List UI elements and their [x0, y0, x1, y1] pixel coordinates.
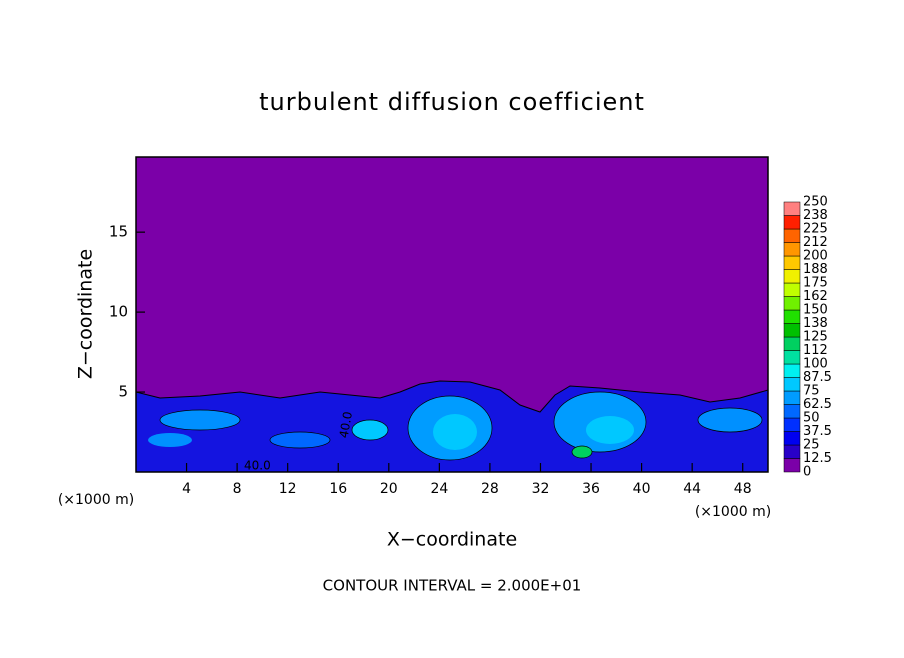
colorbar-label: 212: [803, 235, 828, 250]
plot-frame: [135, 156, 769, 473]
footer-note: CONTOUR INTERVAL = 2.000E+01: [323, 577, 582, 595]
x-axis-label: X−coordinate: [387, 529, 517, 551]
contour-label: 40.0: [244, 459, 271, 473]
y-tick-label: 5: [118, 383, 128, 401]
colorbar-label: 12.5: [803, 451, 832, 466]
colorbar-swatch: [783, 323, 801, 338]
colorbar-label: 62.5: [803, 397, 832, 412]
x-tick-label: 20: [380, 481, 398, 497]
colorbar-label: 200: [803, 249, 828, 264]
x-unit-label: (×1000 m): [695, 504, 771, 520]
colorbar-label: 175: [803, 276, 828, 291]
colorbar-swatch: [783, 377, 801, 392]
colorbar-swatch: [783, 350, 801, 365]
x-tick-label: 8: [233, 481, 242, 497]
turbulent-layer: [135, 380, 769, 473]
colorbar-label: 250: [803, 195, 828, 210]
colorbar-swatch: [783, 417, 801, 432]
colorbar-swatch: [783, 269, 801, 284]
colorbar-swatch: [783, 390, 801, 405]
colorbar-label: 225: [803, 222, 828, 237]
colorbar-swatch: [783, 431, 801, 446]
x-tick-label: 32: [532, 481, 550, 497]
x-tick-label: 16: [329, 481, 347, 497]
x-tick-label: 4: [182, 481, 191, 497]
colorbar-swatch: [783, 363, 801, 378]
y-tick-label: 15: [109, 223, 128, 241]
x-tick-label: 48: [734, 481, 752, 497]
colorbar-label: 138: [803, 316, 828, 331]
colorbar-swatch: [783, 404, 801, 419]
x-tick-label: 44: [683, 481, 701, 497]
colorbar-label: 238: [803, 208, 828, 223]
x-tick-label: 36: [582, 481, 600, 497]
colorbar-swatch: [783, 458, 801, 473]
colorbar-label: 188: [803, 262, 828, 277]
colorbar-label: 75: [803, 384, 820, 399]
colorbar-swatch: [783, 336, 801, 351]
x-tick-label: 28: [481, 481, 499, 497]
x-tick-label: 24: [430, 481, 448, 497]
colorbar-swatch: [783, 282, 801, 297]
colorbar-label: 162: [803, 289, 828, 304]
x-unit-label: (×1000 m): [58, 492, 134, 508]
chart-title: turbulent diffusion coefficient: [259, 88, 645, 116]
y-tick-label: 10: [109, 303, 128, 321]
colorbar-label: 150: [803, 303, 828, 318]
colorbar-swatch: [783, 215, 801, 230]
colorbar-swatch: [783, 309, 801, 324]
colorbar-label: 125: [803, 330, 828, 345]
colorbar-label: 112: [803, 343, 828, 358]
colorbar-swatch: [783, 255, 801, 270]
y-axis-label: Z−coordinate: [75, 249, 97, 379]
contour-label: 40.0: [337, 410, 355, 439]
colorbar-swatch: [783, 444, 801, 459]
colorbar-swatch: [783, 296, 801, 311]
colorbar-label: 0: [803, 465, 811, 480]
colorbar-swatch: [783, 228, 801, 243]
colorbar-swatch: [783, 201, 801, 216]
colorbar-label: 87.5: [803, 370, 832, 385]
x-tick-label: 12: [279, 481, 297, 497]
colorbar-label: 25: [803, 438, 820, 453]
colorbar-label: 37.5: [803, 424, 832, 439]
colorbar-swatch: [783, 242, 801, 257]
colorbar-label: 100: [803, 357, 828, 372]
colorbar-label: 50: [803, 411, 820, 426]
x-tick-label: 40: [633, 481, 651, 497]
